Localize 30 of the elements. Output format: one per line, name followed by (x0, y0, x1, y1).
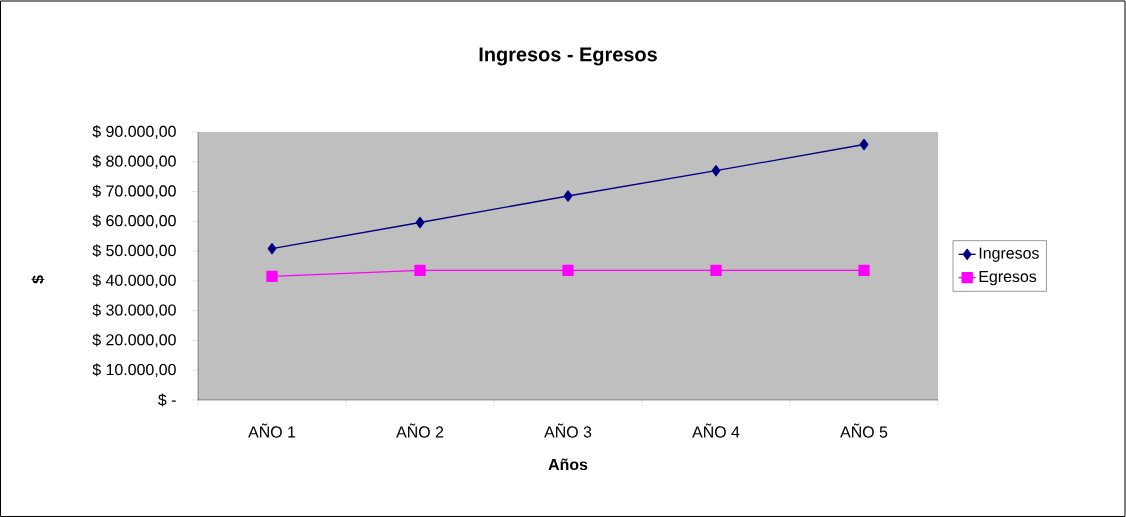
point (266, 270, 278, 283)
y-tick-label: $ 10.000,00 (92, 363, 176, 378)
point (267, 243, 277, 255)
y-tick-label: $ 70.000,00 (92, 184, 176, 199)
x-tick-label: AÑO 1 (248, 423, 296, 438)
y-tick-label: $ 90.000,00 (92, 125, 176, 139)
legend-label: Egresos (979, 270, 1037, 286)
point (858, 264, 870, 277)
point (562, 264, 574, 277)
y-tick-label: $ - (158, 393, 176, 407)
point (711, 165, 721, 177)
legend-label: Ingresos (979, 247, 1039, 262)
x-tick-label: AÑO 4 (692, 423, 740, 438)
x-tick-label: AÑO 3 (544, 423, 592, 438)
y-tick-label: $ 30.000,00 (92, 303, 176, 318)
chart-title: Ingresos - Egresos (479, 47, 657, 66)
point (414, 264, 426, 277)
point (563, 190, 573, 202)
y-tick-label: $ 60.000,00 (92, 214, 176, 229)
x-tick-label: AÑO 5 (840, 423, 888, 438)
y-tick-label: $ 40.000,00 (92, 273, 176, 288)
y-axis-title: $ (31, 275, 45, 284)
y-tick-label: $ 80.000,00 (92, 154, 176, 169)
y-tick-label: $ 50.000,00 (92, 244, 176, 259)
point (415, 216, 425, 229)
x-tick-label: AÑO 2 (396, 423, 444, 438)
y-tick-label: $ 20.000,00 (92, 333, 176, 348)
x-axis-title: Años (548, 458, 588, 471)
point (710, 264, 722, 277)
point (859, 138, 869, 151)
